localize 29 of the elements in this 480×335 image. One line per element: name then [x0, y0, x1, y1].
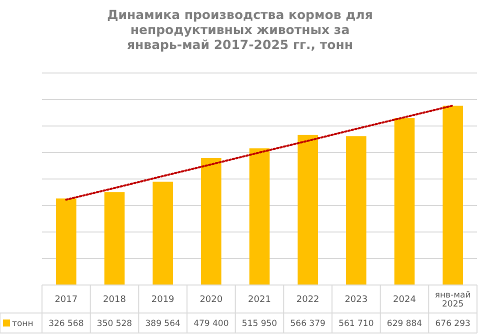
x-tick-label: 2018: [103, 295, 126, 306]
bar: [442, 106, 463, 285]
bar: [56, 198, 76, 285]
data-label: 515 950: [242, 318, 278, 329]
legend-label: тонн: [12, 318, 34, 329]
x-tick-label: янв-май 2025: [434, 290, 471, 310]
data-label: 566 379: [290, 318, 326, 329]
data-label: 326 568: [48, 318, 84, 329]
x-tick-label: 2022: [296, 295, 320, 306]
x-tick-label: 2019: [151, 295, 175, 306]
x-tick-label: 2024: [393, 295, 416, 306]
x-tick-label: 2017: [54, 295, 78, 306]
bar: [249, 148, 270, 285]
data-label: 479 400: [194, 318, 229, 329]
bar: [298, 134, 318, 285]
x-tick-label: 2020: [200, 295, 223, 306]
data-label: 389 564: [145, 318, 180, 329]
x-tick-label: 2021: [248, 295, 271, 306]
data-label: 350 528: [96, 318, 132, 329]
bar: [104, 192, 125, 285]
bar: [394, 118, 415, 285]
bar: [346, 136, 366, 285]
bar: [152, 182, 173, 285]
bar: [201, 158, 222, 285]
data-label: 629 884: [386, 318, 422, 329]
data-label: 561 710: [338, 318, 374, 329]
x-tick-label: 2023: [344, 295, 368, 306]
data-label: 676 293: [435, 318, 470, 329]
chart-title: Динамика производства кормов для непродуктивных животных за январь-май 2017-2025 гг., тонн: [107, 7, 373, 52]
